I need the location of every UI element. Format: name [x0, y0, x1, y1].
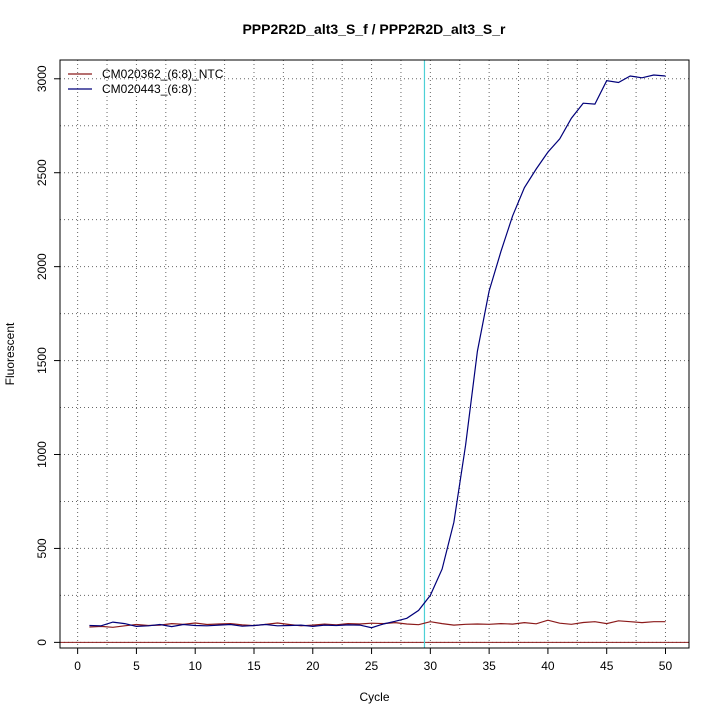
x-tick-label: 10	[189, 659, 203, 673]
y-tick-label: 1000	[35, 441, 49, 468]
x-tick-label: 35	[482, 659, 496, 673]
x-tick-label: 45	[600, 659, 614, 673]
y-tick-label: 0	[35, 639, 49, 646]
plot-frame	[59, 59, 690, 649]
x-tick-label: 5	[133, 659, 140, 673]
x-tick-label: 30	[424, 659, 438, 673]
legend-label-2: CM020443_(6:8)	[102, 82, 192, 96]
series-line-2	[89, 74, 666, 629]
y-tick-label: 3000	[35, 65, 49, 92]
reference-lines	[60, 60, 689, 648]
x-tick-label: 25	[365, 659, 379, 673]
x-tick-label: 15	[247, 659, 261, 673]
x-tick-label: 20	[306, 659, 320, 673]
y-tick-label: 1500	[35, 347, 49, 374]
grid-lines	[60, 60, 689, 648]
y-axis-label: Fluorescent	[3, 322, 17, 385]
y-tick-label: 2000	[35, 253, 49, 280]
y-tick-label: 2500	[35, 159, 49, 186]
x-tick-label: 50	[659, 659, 673, 673]
legend-label-1: CM020362_(6:8)_NTC	[102, 67, 224, 81]
x-tick-label: 0	[74, 659, 81, 673]
series-lines	[89, 74, 666, 629]
chart-title: PPP2R2D_alt3_S_f / PPP2R2D_alt3_S_r	[242, 21, 506, 37]
x-tick-label: 40	[541, 659, 555, 673]
x-axis: 0 5 10 15 20 25 30 35 40 45 50	[74, 648, 672, 673]
y-axis: 0 500 1000 1500 2000 2500 3000	[35, 65, 60, 646]
y-tick-label: 500	[35, 538, 49, 558]
x-axis-label: Cycle	[359, 690, 389, 704]
